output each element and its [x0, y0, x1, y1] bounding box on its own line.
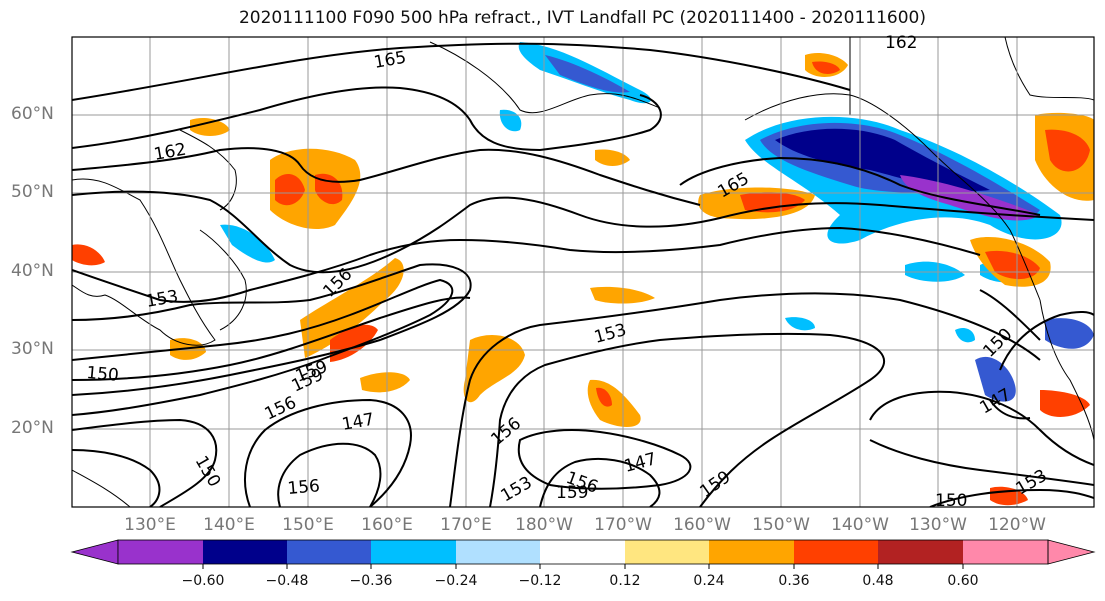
colorbar-tick-label: −0.12	[518, 573, 562, 589]
colorbar-segment	[456, 540, 540, 564]
colorbar	[70, 539, 1096, 569]
colorbar-tick-label: 0.36	[778, 573, 810, 589]
graticule	[72, 37, 1094, 507]
lat-label: 30°N	[11, 339, 54, 359]
colorbar-tick-label: −0.36	[349, 573, 393, 589]
lat-label: 20°N	[11, 418, 54, 438]
colorbar-segment	[540, 540, 625, 564]
lon-label: 150°W	[752, 515, 810, 535]
lon-label: 120°W	[988, 515, 1046, 535]
colorbar-segment	[287, 540, 371, 564]
colorbar-segment	[118, 540, 203, 564]
lat-label: 50°N	[11, 182, 54, 202]
colorbar-tick-label: −0.24	[434, 573, 478, 589]
colorbar-segment	[878, 540, 963, 564]
lat-label: 60°N	[11, 104, 54, 124]
refractivity-contours	[72, 42, 1094, 507]
colorbar-segment	[371, 540, 456, 564]
colorbar-segment	[963, 540, 1048, 564]
lat-label: 40°N	[11, 261, 54, 281]
anomaly-shading	[72, 42, 1094, 506]
colorbar-segment	[709, 540, 794, 564]
colorbar-segment	[625, 540, 709, 564]
contour-label: 159	[556, 483, 588, 503]
lon-label: 130°E	[124, 515, 176, 535]
lon-label: 170°E	[440, 515, 492, 535]
lon-label: 140°E	[203, 515, 255, 535]
lon-label: 140°W	[831, 515, 889, 535]
colorbar-segment	[203, 540, 287, 564]
colorbar-tick-label: −0.60	[181, 573, 225, 589]
colorbar-tick-label: 0.12	[609, 573, 641, 589]
lon-label: 160°W	[673, 515, 731, 535]
lon-label: 150°E	[282, 515, 334, 535]
colorbar-extend-high	[1047, 539, 1096, 565]
lon-label: 180°W	[515, 515, 573, 535]
contour-label: 150	[86, 363, 120, 386]
contour-label: 150	[935, 491, 967, 511]
colorbar-tick-label: 0.48	[862, 573, 894, 589]
colorbar-tick-label: 0.24	[693, 573, 725, 589]
contour-label: 162	[885, 33, 917, 53]
colorbar-segment	[794, 540, 878, 564]
contour-label: 156	[287, 476, 321, 499]
coastlines	[72, 37, 1094, 507]
colorbar-tick-label: −0.48	[265, 573, 309, 589]
colorbar-extend-low	[70, 539, 119, 565]
plot-title: 2020111100 F090 500 hPa refract., IVT La…	[238, 8, 926, 28]
lon-label: 170°W	[594, 515, 652, 535]
colorbar-tick-label: 0.60	[947, 573, 979, 589]
lon-label: 130°W	[909, 515, 967, 535]
map-frame	[71, 36, 1095, 508]
colorbar-outline	[117, 539, 1049, 565]
lon-label: 160°E	[361, 515, 413, 535]
